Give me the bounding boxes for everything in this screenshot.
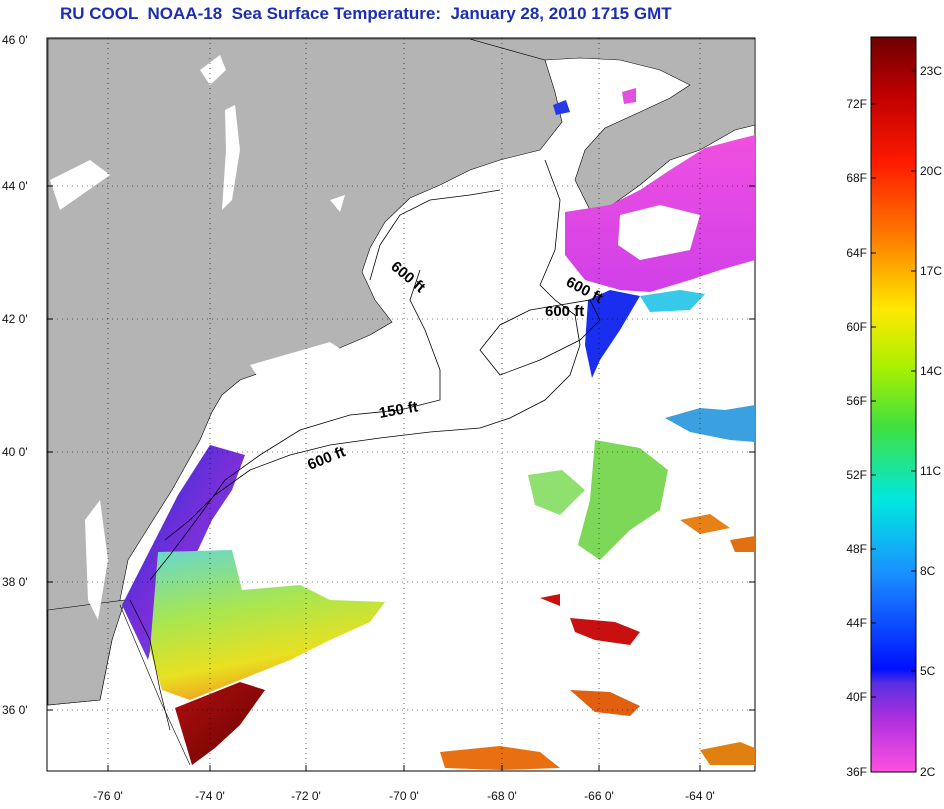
lon-label-72: -72 0'	[291, 789, 321, 803]
sst-shelfbreak-cyan	[640, 290, 705, 312]
lon-label-68: -68 0'	[487, 789, 517, 803]
contour-150ft	[149, 269, 441, 581]
cb-f-52: 52F	[846, 468, 867, 482]
sst-offshore-orange-4	[680, 514, 730, 534]
lat-label-38: 38 0'	[2, 575, 28, 589]
long-island-sound	[250, 342, 345, 380]
contour-georges	[479, 299, 601, 376]
cb-c-14: 14C	[920, 364, 942, 378]
sst-slope-blue	[665, 405, 755, 442]
cb-f-60: 60F	[846, 320, 867, 334]
cb-c-17: 17C	[920, 264, 942, 278]
lon-label-66: -66 0'	[584, 789, 614, 803]
cb-f-40: 40F	[846, 690, 867, 704]
contour-600ft-gom	[369, 189, 501, 281]
cb-f-72: 72F	[846, 97, 867, 111]
sst-georges-cold	[585, 290, 640, 378]
lon-label-76: -76 0'	[93, 789, 123, 803]
sst-bof-magenta	[622, 88, 636, 104]
lake-1	[200, 55, 226, 85]
cb-c-5: 5C	[920, 664, 936, 678]
land-us-mainland	[47, 38, 563, 706]
cb-c-8: 8C	[920, 564, 936, 578]
lon-label-74: -74 0'	[195, 789, 225, 803]
cb-f-68: 68F	[846, 171, 867, 185]
sst-offshore-red	[570, 618, 640, 645]
graticule	[47, 38, 755, 771]
lon-label-64: -64 0'	[685, 789, 715, 803]
lat-label-42: 42 0'	[2, 312, 28, 326]
cb-f-44: 44F	[846, 616, 867, 630]
contour-shelf-edge	[129, 599, 171, 731]
frame-ticks	[47, 185, 755, 771]
sst-offshore-orange-3	[700, 742, 755, 765]
sst-scotian-white-gap	[618, 205, 700, 260]
sst-map[interactable]: 600 ft 600 ft 600 ft 150 ft 600 ft 46 0'…	[0, 0, 830, 809]
cb-f-56: 56F	[846, 394, 867, 408]
lake-4	[330, 195, 345, 212]
sst-offshore-orange-2	[440, 746, 560, 770]
colorbar-ticks	[871, 70, 916, 698]
contour-label-4: 150 ft	[378, 398, 420, 422]
contour-label-3: 600 ft	[545, 303, 584, 320]
cb-c-23: 23C	[920, 64, 942, 78]
sst-offshore-red-2	[540, 594, 560, 606]
sst-offshore-orange-1	[570, 690, 640, 716]
lat-label-40: 40 0'	[2, 445, 28, 459]
cb-f-36: 36F	[846, 765, 867, 779]
lake-3	[50, 160, 110, 210]
lake-2	[222, 105, 240, 210]
chesapeake	[85, 500, 108, 620]
colorbar-gradient	[870, 36, 917, 773]
temperature-colorbar: 72F 68F 64F 60F 56F 52F 48F 44F 40F 36F …	[846, 36, 942, 779]
lat-label-46: 46 0'	[2, 33, 28, 47]
cb-f-48: 48F	[846, 542, 867, 556]
cb-c-2: 2C	[920, 765, 936, 779]
sst-slope-green-1	[578, 440, 668, 560]
land-delmarva	[47, 599, 126, 706]
sst-offshore-orange-5	[730, 536, 755, 552]
sst-shelf-warm	[150, 550, 385, 700]
cb-c-11: 11C	[920, 464, 941, 478]
swath-edge	[119, 604, 191, 766]
contour-600ft	[164, 159, 581, 541]
lat-label-36: 36 0'	[2, 703, 28, 717]
cb-c-20: 20C	[920, 164, 942, 178]
sst-maine-blue	[553, 100, 570, 115]
cb-f-64: 64F	[846, 246, 867, 260]
lat-label-44: 44 0'	[2, 179, 28, 193]
lon-label-70: -70 0'	[389, 789, 419, 803]
land-nova-scotia	[469, 38, 756, 211]
sst-slope-green-2	[528, 470, 585, 515]
map-title: RU COOL NOAA-18 Sea Surface Temperature:…	[60, 4, 672, 23]
sst-gulf-stream	[175, 682, 265, 765]
